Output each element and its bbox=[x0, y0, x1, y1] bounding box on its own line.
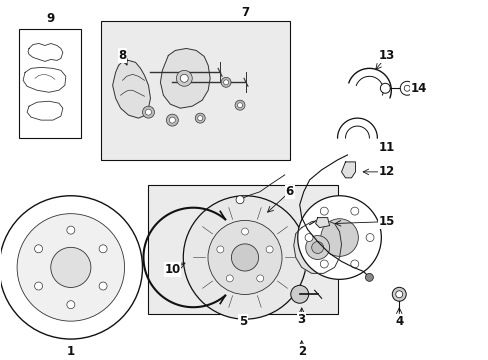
Circle shape bbox=[320, 207, 327, 215]
Text: 6: 6 bbox=[285, 185, 293, 198]
Circle shape bbox=[183, 196, 306, 319]
Circle shape bbox=[231, 244, 258, 271]
Circle shape bbox=[51, 247, 91, 288]
Text: 12: 12 bbox=[378, 165, 395, 178]
Text: 14: 14 bbox=[410, 82, 427, 95]
Circle shape bbox=[366, 234, 373, 242]
Circle shape bbox=[305, 234, 312, 242]
Circle shape bbox=[226, 275, 233, 282]
Circle shape bbox=[207, 220, 282, 294]
Circle shape bbox=[256, 275, 263, 282]
Circle shape bbox=[241, 228, 248, 235]
Circle shape bbox=[400, 81, 413, 95]
Circle shape bbox=[35, 245, 42, 253]
Circle shape bbox=[0, 196, 142, 339]
Circle shape bbox=[320, 260, 327, 268]
Circle shape bbox=[166, 114, 178, 126]
Polygon shape bbox=[341, 162, 355, 178]
Text: 13: 13 bbox=[378, 49, 395, 62]
Circle shape bbox=[169, 117, 175, 123]
Text: 5: 5 bbox=[239, 315, 246, 328]
Circle shape bbox=[35, 282, 42, 290]
Circle shape bbox=[99, 282, 107, 290]
Text: 1: 1 bbox=[67, 345, 75, 357]
Text: 10: 10 bbox=[164, 263, 180, 276]
Bar bbox=[148, 185, 337, 314]
Circle shape bbox=[99, 245, 107, 253]
Circle shape bbox=[320, 219, 358, 256]
Polygon shape bbox=[315, 218, 329, 228]
Circle shape bbox=[195, 113, 205, 123]
Circle shape bbox=[17, 214, 124, 321]
Circle shape bbox=[311, 242, 323, 253]
Text: 3: 3 bbox=[297, 312, 305, 326]
Circle shape bbox=[197, 116, 203, 121]
Text: 15: 15 bbox=[378, 215, 395, 228]
Circle shape bbox=[380, 83, 389, 93]
Circle shape bbox=[142, 106, 154, 118]
Circle shape bbox=[236, 196, 244, 204]
Circle shape bbox=[180, 74, 188, 82]
Circle shape bbox=[365, 273, 373, 282]
Circle shape bbox=[216, 246, 224, 253]
Circle shape bbox=[67, 226, 75, 234]
Polygon shape bbox=[160, 49, 210, 108]
Text: 7: 7 bbox=[241, 6, 248, 19]
Circle shape bbox=[176, 70, 192, 86]
Circle shape bbox=[67, 301, 75, 309]
Circle shape bbox=[221, 77, 231, 87]
Circle shape bbox=[391, 287, 406, 301]
Circle shape bbox=[350, 260, 358, 268]
Bar bbox=[19, 28, 81, 138]
Text: 4: 4 bbox=[394, 315, 403, 328]
Text: 11: 11 bbox=[378, 141, 395, 154]
Circle shape bbox=[237, 103, 242, 108]
Text: 9: 9 bbox=[47, 12, 55, 25]
Polygon shape bbox=[112, 60, 150, 118]
Bar bbox=[101, 21, 289, 160]
Circle shape bbox=[223, 80, 228, 85]
Circle shape bbox=[395, 291, 402, 298]
Circle shape bbox=[265, 246, 273, 253]
Circle shape bbox=[145, 109, 151, 115]
Text: 2: 2 bbox=[297, 345, 305, 357]
Circle shape bbox=[404, 85, 409, 91]
Circle shape bbox=[305, 235, 329, 260]
Circle shape bbox=[235, 100, 244, 110]
Circle shape bbox=[350, 207, 358, 215]
Circle shape bbox=[290, 285, 308, 303]
Text: 8: 8 bbox=[118, 49, 126, 62]
Circle shape bbox=[297, 196, 381, 279]
Polygon shape bbox=[293, 220, 341, 273]
